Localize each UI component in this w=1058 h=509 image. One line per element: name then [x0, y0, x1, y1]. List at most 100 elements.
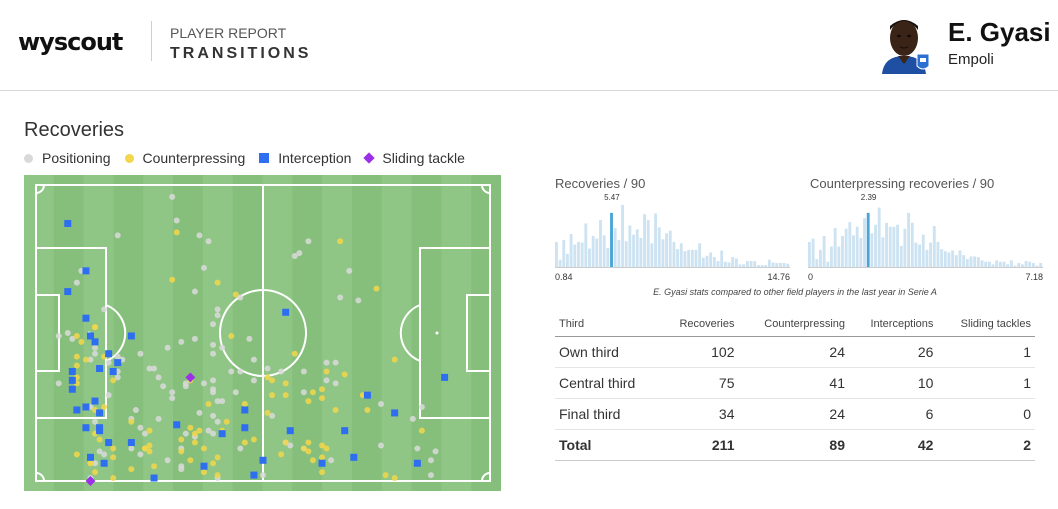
- recoveries-hist-bar: [657, 227, 661, 267]
- recoveries-hist-bar: [778, 263, 782, 267]
- counterpressing-recovery: [305, 398, 312, 405]
- positioning-recovery: [210, 412, 217, 419]
- recoveries-hist-bar: [635, 229, 639, 267]
- positioning-recovery: [250, 356, 257, 363]
- counterpressing-hist-bar: [1006, 264, 1010, 267]
- counterpressing-recovery: [214, 279, 221, 286]
- counterpressing-recovery: [241, 439, 248, 446]
- positioning-recovery: [196, 409, 203, 416]
- interception: [241, 424, 249, 432]
- counterpressing-recovery: [200, 445, 207, 452]
- counterpressing-hist-bar: [1028, 261, 1032, 267]
- counterpressing-hist-bar: [1039, 263, 1043, 267]
- recoveries-hist-bar: [727, 262, 731, 267]
- counterpressing-hist-bar: [910, 222, 914, 267]
- counterpressing-recovery: [191, 439, 198, 446]
- positioning-recovery: [92, 460, 99, 467]
- recoveries-hist-bar: [679, 243, 683, 267]
- interception: [109, 367, 117, 375]
- positioning-recovery: [191, 288, 198, 295]
- interception: [363, 391, 371, 399]
- counterpressing-hist-bar: [881, 237, 885, 267]
- recoveries-hist-bar: [756, 265, 760, 267]
- recoveries-hist-bar: [716, 261, 720, 267]
- interception: [91, 397, 99, 405]
- recoveries-hist-bar: [672, 241, 676, 267]
- counterpressing-hist-bar: [870, 233, 874, 267]
- positioning-recovery: [137, 424, 144, 431]
- counterpressing-hist-bar: [1020, 264, 1024, 267]
- recoveries-hist-bar: [606, 247, 610, 267]
- positioning-recovery: [291, 253, 298, 260]
- interception: [250, 471, 258, 479]
- counterpressing-hist-bar: [826, 261, 830, 267]
- positioning-recovery: [169, 389, 176, 396]
- comparison-caption: E. Gyasi stats compared to other field p…: [653, 287, 937, 297]
- cell: 41: [738, 367, 849, 399]
- counterpressing-recovery: [78, 338, 85, 345]
- counterpressing-recovery: [196, 427, 203, 434]
- counterpressing-recovery: [223, 418, 230, 425]
- table-row: Own third 102 24 26 1: [555, 336, 1035, 368]
- positioning-recovery: [210, 341, 217, 348]
- counterpressing-recovery: [232, 291, 239, 298]
- positioning-dot-icon: [24, 153, 33, 163]
- interception: [318, 459, 326, 467]
- positioning-recovery: [260, 472, 266, 479]
- counterpressing-hist-bar: [969, 256, 973, 267]
- player-club: Empoli: [948, 51, 994, 68]
- counterpressing-recovery: [391, 356, 398, 363]
- counterpressing-hist-bar: [811, 238, 815, 267]
- counterpressing-hist-bar: [907, 212, 911, 267]
- interception: [68, 376, 76, 384]
- col-third: Third: [555, 312, 660, 337]
- positioning-recovery: [378, 442, 385, 449]
- interception: [64, 219, 72, 227]
- positioning-recovery: [205, 427, 212, 434]
- counterpressing-recovery: [319, 442, 326, 449]
- counterpressing-recovery: [282, 392, 289, 399]
- cell: 75: [659, 367, 739, 399]
- positioning-recovery: [332, 359, 339, 366]
- wyscout-logo[interactable]: wyscout: [18, 28, 123, 56]
- legend-label: Positioning: [42, 150, 111, 166]
- grass-stripe: [202, 175, 234, 491]
- table-row: Final third 34 24 6 0: [555, 398, 1035, 430]
- counterpressing-recovery: [187, 457, 194, 464]
- counterpressing-hist-bar: [866, 212, 870, 267]
- positioning-recovery: [378, 401, 385, 408]
- interception: [105, 350, 113, 358]
- recoveries-hist-bar: [767, 259, 771, 267]
- counterpressing-recovery: [309, 389, 316, 396]
- recoveries-histogram: 5.47 0.84 14.76: [555, 193, 790, 282]
- recoveries-hist-bar: [694, 249, 698, 267]
- positioning-recovery: [214, 312, 221, 319]
- positioning-recovery: [114, 232, 121, 239]
- cell: 24: [738, 398, 849, 430]
- report-header: wyscout PLAYER REPORT TRANSITIONS E. Gya…: [0, 0, 1058, 91]
- recoveries-hist-bar: [760, 265, 764, 267]
- positioning-recovery: [210, 389, 217, 396]
- legend-label: Sliding tackle: [382, 150, 465, 166]
- positioning-recovery: [210, 430, 217, 437]
- counterpressing-recovery: [319, 469, 326, 476]
- positioning-recovery: [128, 445, 135, 452]
- counterpressing-recovery: [173, 229, 180, 236]
- positioning-recovery: [214, 398, 221, 405]
- positioning-recovery: [219, 344, 226, 351]
- positioning-recovery: [296, 250, 303, 257]
- positioning-recovery: [210, 377, 217, 384]
- positioning-recovery: [160, 383, 167, 390]
- counterpressing-recovery: [269, 377, 276, 384]
- recoveries-hist-bar: [654, 213, 658, 267]
- recoveries-hist-max-label: 14.76: [767, 272, 790, 282]
- counterpressing-hist-bar: [859, 237, 863, 267]
- positioning-recovery: [278, 368, 285, 375]
- counterpressing-recovery: [337, 238, 344, 245]
- counterpressing-hist-bar: [888, 226, 892, 267]
- counterpressing-recovery: [300, 445, 307, 452]
- legend-counterpressing: Counterpressing: [124, 150, 245, 166]
- grass-stripe: [262, 175, 293, 491]
- counterpressing-recovery: [128, 418, 135, 425]
- interception: [350, 453, 358, 461]
